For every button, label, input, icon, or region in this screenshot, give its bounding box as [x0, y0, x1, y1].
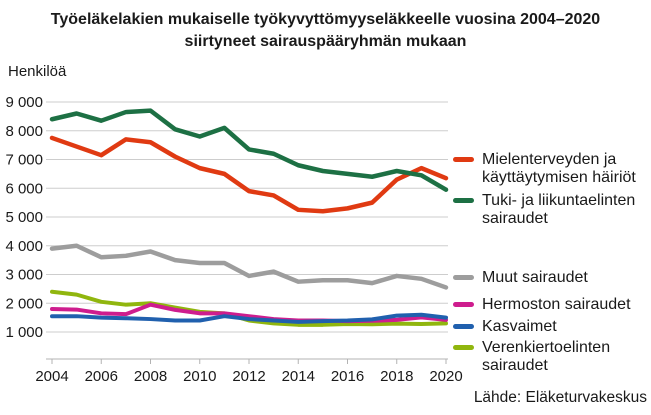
chart-title-line2: siirtyneet sairauspääryhmän mukaan — [184, 33, 467, 50]
y-tick-label: 8 000 — [5, 123, 43, 140]
chart-title: Työeläkelakien mukaiselle työkyvyttömyys… — [0, 9, 651, 53]
y-tick-label: 4 000 — [5, 238, 43, 255]
legend-swatch-mielenterveys — [453, 157, 474, 162]
y-tick-label: 1 000 — [5, 324, 43, 341]
series-line-1 — [49, 108, 449, 192]
x-tick-label: 2006 — [85, 368, 118, 385]
legend-swatch-tuki-liikuntaelin — [453, 198, 474, 203]
legend-label: Kasvaimet — [482, 318, 557, 335]
legend-label: Muut sairaudet — [482, 269, 588, 286]
y-tick-label: 6 000 — [5, 180, 43, 197]
y-tick-label: 3 000 — [5, 267, 43, 284]
legend-label: sairaudet — [482, 357, 548, 374]
legend-label: käyttäytymisen häiriöt — [482, 169, 636, 186]
x-tick-label: 2010 — [183, 368, 216, 385]
y-tick-label: 2 000 — [5, 295, 43, 312]
legend-swatch-kasvaimet — [453, 324, 474, 329]
x-tick-label: 2004 — [35, 368, 68, 385]
legend-item-verenkiertoelinten: Verenkiertoelinten sairaudet — [453, 339, 610, 375]
legend-swatch-hermoston — [453, 302, 474, 307]
y-tick-label: 9 000 — [5, 94, 43, 111]
legend-item-muut: Muut sairaudet — [453, 269, 588, 287]
legend-label: Mielenterveyden ja — [482, 151, 617, 168]
legend-label: Tuki- ja liikuntaelinten — [482, 192, 636, 209]
series-line-3 — [50, 302, 448, 324]
y-axis-unit-label: Henkilöä — [8, 63, 67, 80]
series-line-2 — [49, 243, 449, 290]
chart-title-line1: Työeläkelakien mukaiselle työkyvyttömyys… — [50, 11, 601, 28]
x-tick-label: 2008 — [134, 368, 167, 385]
legend-label: sairaudet — [482, 210, 548, 227]
legend-item-hermoston: Hermoston sairaudet — [453, 296, 631, 314]
x-tick-label: 2016 — [331, 368, 364, 385]
series-line-0 — [49, 135, 449, 214]
x-tick-label: 2020 — [429, 368, 462, 385]
x-tick-label: 2018 — [380, 368, 413, 385]
source-note: Lähde: Eläketurvakeskus — [473, 389, 647, 406]
y-tick-label: 7 000 — [5, 152, 43, 169]
legend-swatch-verenkiertoelinten — [453, 345, 474, 350]
legend-item-tuki-liikuntaelin: Tuki- ja liikuntaelinten sairaudet — [453, 192, 635, 228]
series-line-4 — [50, 312, 448, 324]
legend-label: Verenkiertoelinten — [482, 339, 611, 356]
x-tick-label: 2014 — [282, 368, 315, 385]
x-tick-label: 2012 — [232, 368, 265, 385]
y-tick-label: 5 000 — [5, 209, 43, 226]
legend-item-mielenterveys: Mielenterveyden ja käyttäytymisen häiriö… — [453, 151, 636, 187]
legend-label: Hermoston sairaudet — [482, 296, 631, 313]
chart-legend: Mielenterveyden ja käyttäytymisen häiriö… — [453, 0, 651, 415]
legend-swatch-muut — [453, 275, 474, 280]
legend-item-kasvaimet: Kasvaimet — [453, 318, 557, 336]
